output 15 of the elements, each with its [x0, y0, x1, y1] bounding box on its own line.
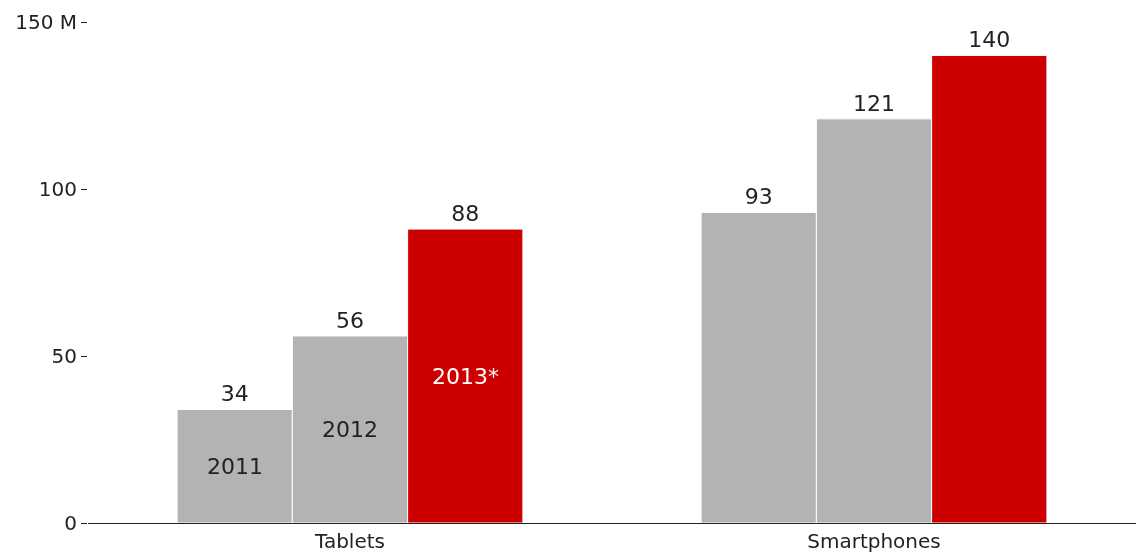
- data-label: 93: [744, 184, 773, 210]
- y-tick-label: 0: [64, 511, 77, 535]
- x-tick-label: Smartphones: [807, 529, 941, 553]
- data-label: 34: [220, 381, 249, 407]
- y-tick-label: 150 M: [15, 10, 77, 34]
- x-tick-label: Tablets: [314, 529, 385, 553]
- series-label: 2013*: [432, 364, 499, 389]
- y-tick-label: 100: [38, 177, 77, 201]
- y-tick-label: 50: [51, 344, 77, 368]
- series-label: 2012: [322, 417, 378, 442]
- data-label: 56: [336, 307, 364, 333]
- series-label: 2011: [207, 454, 263, 479]
- data-label: 88: [451, 201, 480, 227]
- data-label: 121: [853, 90, 895, 116]
- data-label: 140: [968, 27, 1011, 53]
